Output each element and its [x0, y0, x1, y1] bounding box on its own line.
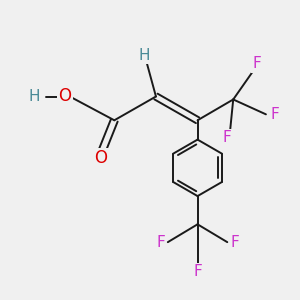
Text: H: H	[138, 48, 150, 63]
Text: F: F	[271, 107, 279, 122]
Text: F: F	[253, 56, 261, 71]
Text: O: O	[58, 87, 71, 105]
Text: F: F	[156, 235, 165, 250]
Text: H: H	[28, 89, 40, 104]
Text: F: F	[230, 235, 239, 250]
Text: O: O	[94, 149, 107, 167]
Text: F: F	[223, 130, 232, 145]
Text: F: F	[193, 264, 202, 279]
